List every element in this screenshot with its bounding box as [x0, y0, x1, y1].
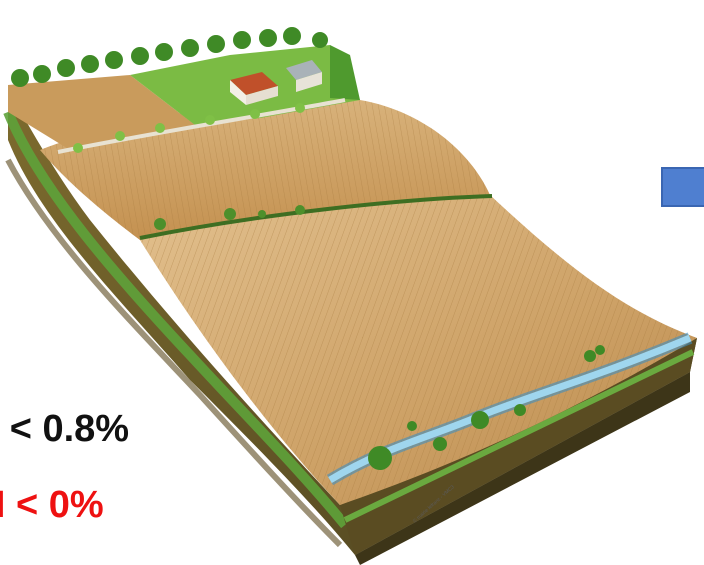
stat-bottom-label: N < 0%: [0, 484, 104, 526]
lower-field: [140, 195, 697, 505]
tree-row: [11, 27, 328, 87]
road-trees: [73, 103, 305, 153]
left-field: [8, 75, 195, 150]
meadow-right: [330, 45, 360, 100]
hedgerow: [139, 194, 493, 240]
riverside-trees: [368, 345, 605, 470]
soil-cross-section: [3, 88, 697, 565]
stat-top-label: 3 < 0.8%: [0, 408, 130, 450]
farmhouse-icon: [230, 60, 322, 105]
arrow-box: [661, 167, 704, 207]
hedge-trees: [154, 205, 305, 230]
road: [57, 98, 346, 154]
